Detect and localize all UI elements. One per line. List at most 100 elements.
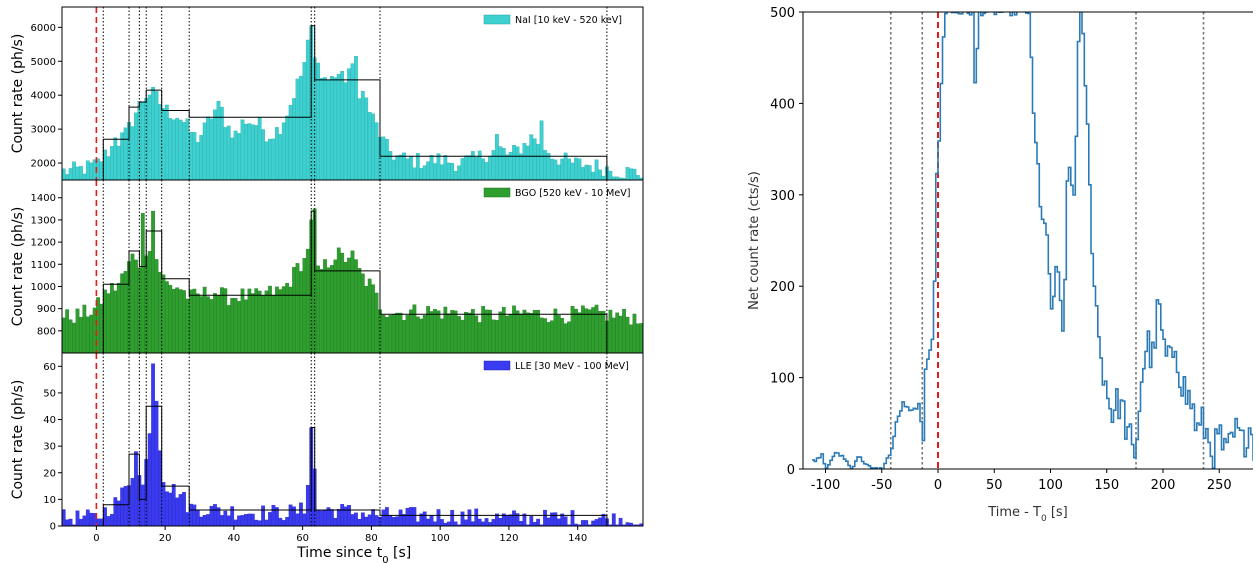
histogram-bar <box>450 310 455 353</box>
histogram-bar <box>395 516 400 526</box>
histogram-bar <box>250 124 255 180</box>
histogram-bar <box>598 169 602 180</box>
histogram-bar <box>625 167 630 180</box>
histogram-bar <box>237 301 241 353</box>
histogram-bar <box>546 322 551 353</box>
histogram-bar <box>154 400 159 526</box>
x-tick-label: 100 <box>431 533 450 544</box>
histogram-bar <box>398 509 403 526</box>
y-tick-label: 2000 <box>31 159 56 170</box>
histogram-bar <box>89 162 94 180</box>
histogram-bar <box>543 509 547 526</box>
histogram-bar <box>233 519 238 526</box>
histogram-bar <box>429 155 434 180</box>
histogram-bar <box>268 285 272 353</box>
histogram-bar <box>278 134 283 180</box>
y-tick-label: 800 <box>37 326 56 337</box>
histogram-bar <box>618 517 623 526</box>
histogram-bar <box>116 282 121 353</box>
histogram-bar <box>632 168 637 180</box>
x-axis-label: Time - T0 [s] <box>987 505 1068 524</box>
histogram-bar <box>474 157 479 180</box>
histogram-bar <box>453 171 458 180</box>
histogram-bar <box>185 512 190 526</box>
histogram-bar <box>254 519 259 526</box>
histogram-bar <box>635 323 640 353</box>
histogram-bar <box>247 513 252 526</box>
y-axis-label: Net count rate (cts/s) <box>747 171 762 310</box>
y-tick-label: 4000 <box>31 91 56 102</box>
histogram-bar <box>519 153 523 180</box>
histogram-bar <box>402 514 406 526</box>
histogram-bar <box>257 117 262 180</box>
histogram-bar <box>608 309 613 353</box>
histogram-bar <box>336 74 341 180</box>
histogram-bar <box>467 312 472 353</box>
histogram-bar <box>580 520 585 526</box>
histogram-bar <box>295 78 300 180</box>
histogram-bar <box>470 151 475 180</box>
histogram-bar <box>457 165 461 180</box>
histogram-bar <box>144 98 149 180</box>
histogram-bar <box>171 483 176 526</box>
histogram-bar <box>62 317 66 353</box>
histogram-bar <box>388 151 393 180</box>
histogram-bar <box>388 515 393 526</box>
histogram-bar <box>178 289 183 353</box>
histogram-bar <box>99 303 104 353</box>
histogram-bar <box>550 320 554 353</box>
histogram-bar <box>591 520 596 526</box>
histogram-bar <box>226 515 231 526</box>
histogram-bar <box>512 145 516 180</box>
histogram-bar <box>598 311 602 353</box>
histogram-bar <box>278 289 283 353</box>
histogram-bar <box>422 315 427 353</box>
histogram-bar <box>495 320 499 353</box>
histogram-bar <box>216 294 221 353</box>
histogram-bar <box>464 519 468 526</box>
histogram-bar <box>360 512 365 526</box>
histogram-bar <box>62 509 66 526</box>
histogram-bar <box>319 78 324 180</box>
histogram-bar <box>343 262 348 353</box>
histogram-bar <box>440 164 444 180</box>
histogram-bar <box>577 158 582 180</box>
histogram-bar <box>151 363 155 526</box>
y-tick-label: 200 <box>770 280 795 295</box>
histogram-bar <box>254 125 259 180</box>
histogram-bar <box>560 318 565 353</box>
histogram-bar <box>68 319 73 353</box>
histogram-bar <box>415 316 420 353</box>
histogram-bar <box>158 450 162 526</box>
histogram-bar <box>367 514 372 526</box>
histogram-bar <box>508 514 513 526</box>
histogram-bar <box>453 310 458 353</box>
histogram-bar <box>326 267 331 353</box>
histogram-bar <box>189 132 193 180</box>
histogram-bar <box>519 521 523 526</box>
histogram-bar <box>319 510 324 526</box>
histogram-bar <box>116 145 121 180</box>
histogram-bar <box>161 108 166 180</box>
histogram-bar <box>113 137 118 180</box>
histogram-bar <box>192 504 197 526</box>
histogram-bar <box>223 127 228 180</box>
histogram-bar <box>213 504 217 526</box>
histogram-bar <box>113 497 118 526</box>
histogram-bar <box>68 518 73 526</box>
histogram-bar <box>560 158 565 180</box>
light-curve-line <box>812 12 1253 469</box>
histogram-bar <box>354 259 358 353</box>
row-plot <box>62 180 643 353</box>
histogram-bar <box>553 512 558 526</box>
histogram-bar <box>268 138 272 180</box>
histogram-bar <box>189 289 193 353</box>
histogram-bar <box>419 168 424 180</box>
histogram-bar <box>340 503 345 526</box>
histogram-bar <box>436 153 441 180</box>
legend: NaI [10 keV - 520 keV] <box>483 14 622 26</box>
histogram-bar <box>622 308 626 353</box>
histogram-bar <box>608 170 613 180</box>
histogram-bar <box>233 130 238 180</box>
histogram-bar <box>470 309 475 353</box>
